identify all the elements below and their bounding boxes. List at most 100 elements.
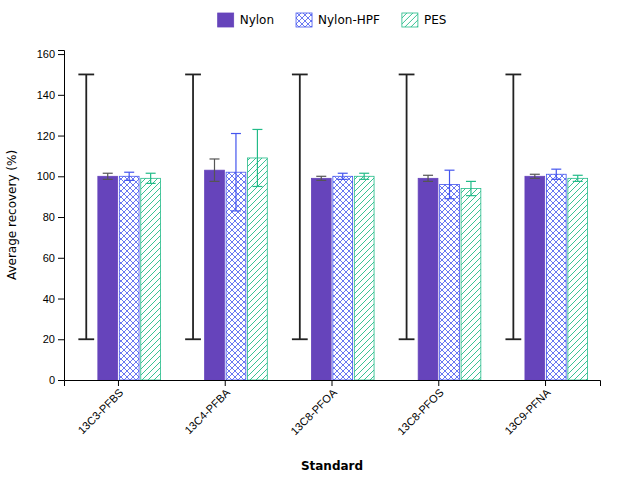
error-bar [573,175,583,181]
error-bar-cap [209,181,219,182]
qc-range-upper [78,74,94,76]
bar [98,176,118,380]
bar [333,176,353,380]
chart-container: 02040608010012014016013C3-PFBS13C4-PFBA1… [0,0,620,480]
legend-item: Nylon [218,13,274,27]
error-bar-cap [316,176,326,177]
error-bar-cap [338,179,348,180]
error-bar-cap [359,179,369,180]
error-bar-cap [530,178,540,179]
y-tick: 40 [43,293,64,305]
error-bar-stem [534,174,535,178]
x-tick-label: 13C4-PFBA [182,386,232,436]
error-bar-cap [124,172,134,173]
qc-range-upper [185,74,201,76]
error-bar-cap [445,198,455,199]
error-bar [466,181,476,195]
error-bar-stem [321,176,322,180]
legend-swatch [296,13,312,27]
x-tick-mark [118,380,119,386]
y-axis: 020406080100120140160 [37,48,65,386]
error-bar [530,174,540,178]
y-tick: 140 [37,89,64,101]
x-axis-title: Standard [301,459,363,473]
error-bar-stem [257,129,258,186]
x-tick-label: 13C8-PFOA [288,386,339,437]
x-tick-label: 13C8-PFOS [395,386,446,437]
error-bar [146,173,156,183]
error-bar-stem [150,173,151,183]
x-tick-mark [332,380,333,386]
error-bar-cap [423,181,433,182]
legend-swatch [218,13,234,27]
qc-range-line [512,74,514,339]
chart-svg: 02040608010012014016013C3-PFBS13C4-PFBA1… [0,0,620,480]
error-bar [103,173,113,179]
x-tick-mark [545,380,546,386]
bar [525,176,545,380]
y-tick: 100 [37,170,64,182]
qc-range-upper [505,74,521,76]
bar [119,176,139,380]
y-tick-mark [58,54,64,55]
error-bar-stem [556,169,557,179]
x-tick: 13C8-PFOS [395,380,446,437]
error-bar-cap [423,175,433,176]
error-bar-cap [316,180,326,181]
plot-area: 02040608010012014016013C3-PFBS13C4-PFBA1… [37,48,601,437]
series-1 [119,134,566,380]
legend-label: Nylon [240,13,274,27]
error-bar-cap [338,173,348,174]
bar [440,184,460,380]
qc-range-line [406,74,408,339]
x-tick: 13C8-PFOA [288,380,339,437]
y-tick-mark [58,176,64,177]
y-tick-mark [58,299,64,300]
x-axis-line [65,381,601,387]
bar [248,158,268,380]
qc-range-lower [399,338,415,340]
x-tick: 13C9-PFNA [502,380,553,437]
bar [205,170,225,380]
y-tick-mark [58,136,64,137]
error-bar-cap [466,181,476,182]
error-bar-cap [124,180,134,181]
error-bar-cap [103,173,113,174]
bar [568,178,588,380]
y-tick: 20 [43,333,64,345]
y-tick-label: 160 [37,48,55,60]
series-2 [141,129,588,380]
y-tick-label: 120 [37,130,55,142]
qc-range-line [192,74,194,339]
marks [78,74,587,380]
error-bar [252,129,262,186]
x-tick-mark [225,380,226,386]
legend-item: Nylon-HPF [296,13,380,27]
error-bar-cap [231,133,241,134]
error-bar [445,170,455,199]
qc-range-upper [292,74,308,76]
error-bar-cap [445,170,455,171]
legend-label: Nylon-HPF [318,13,380,27]
error-bar [338,173,348,179]
x-tick-mark [438,380,439,386]
error-bar-cap [466,195,476,196]
qc-range-line [85,74,87,339]
y-tick-label: 140 [37,89,55,101]
error-bar [423,175,433,181]
error-bar-cap [252,129,262,130]
error-bar-cap [103,179,113,180]
error-bar-stem [427,175,428,181]
y-tick-label: 80 [43,211,55,223]
error-bar-cap [551,179,561,180]
bar [311,178,331,380]
x-tick: 13C3-PFBS [75,380,125,436]
error-bar [316,176,326,180]
legend: NylonNylon-HPFPES [218,13,447,27]
y-tick-mark [58,217,64,218]
x-tick-label: 13C3-PFBS [75,386,125,436]
error-bar-cap [146,183,156,184]
bar [418,178,438,380]
y-tick-label: 20 [43,333,55,345]
error-bar-stem [235,134,236,211]
